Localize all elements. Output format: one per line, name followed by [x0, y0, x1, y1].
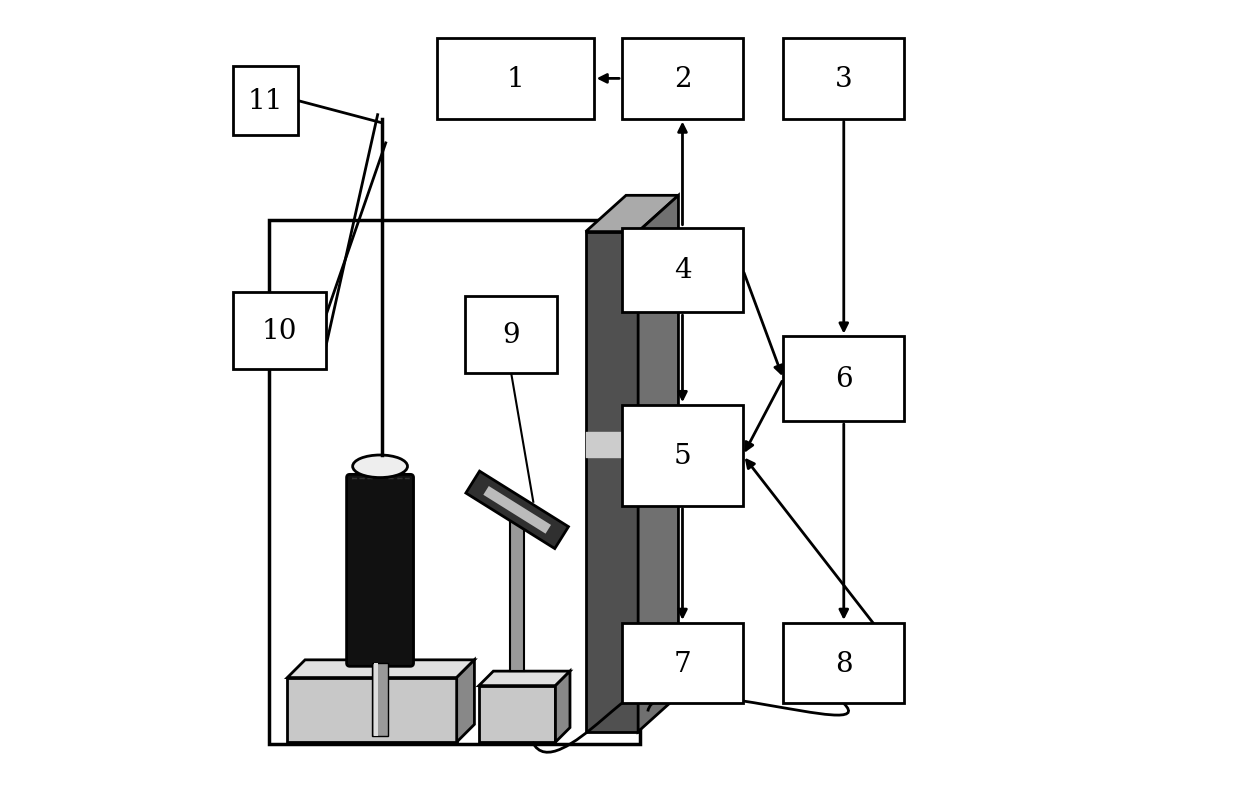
Polygon shape: [638, 196, 678, 732]
Bar: [465, 297, 557, 373]
Bar: [784, 39, 904, 119]
Text: 10: 10: [262, 318, 297, 345]
Bar: [373, 663, 378, 736]
Polygon shape: [479, 672, 570, 686]
Text: 3: 3: [835, 66, 852, 92]
Bar: [784, 623, 904, 703]
Bar: [234, 67, 297, 135]
Text: 1: 1: [506, 66, 524, 92]
Polygon shape: [556, 672, 570, 742]
Bar: [586, 232, 638, 732]
Bar: [622, 229, 743, 313]
Bar: [622, 406, 743, 506]
Bar: [437, 39, 593, 119]
Polygon shape: [586, 196, 678, 232]
Ellipse shape: [352, 456, 408, 478]
Bar: [372, 663, 388, 736]
Polygon shape: [457, 660, 474, 742]
Bar: [622, 623, 743, 703]
Polygon shape: [287, 660, 474, 678]
Polygon shape: [484, 487, 551, 534]
Text: 6: 6: [835, 366, 852, 393]
Polygon shape: [465, 471, 569, 549]
Text: 2: 2: [674, 66, 692, 92]
Text: 5: 5: [674, 442, 692, 470]
Text: 8: 8: [835, 650, 852, 676]
Bar: [287, 678, 457, 742]
Bar: [479, 686, 556, 742]
FancyBboxPatch shape: [347, 474, 413, 667]
Bar: [784, 337, 904, 422]
Text: 9: 9: [503, 321, 520, 349]
Bar: [622, 39, 743, 119]
Bar: [234, 293, 326, 369]
Bar: [269, 221, 639, 744]
Text: 11: 11: [248, 88, 284, 115]
Text: 7: 7: [673, 650, 692, 676]
Bar: [510, 510, 525, 672]
Text: 4: 4: [674, 257, 692, 284]
